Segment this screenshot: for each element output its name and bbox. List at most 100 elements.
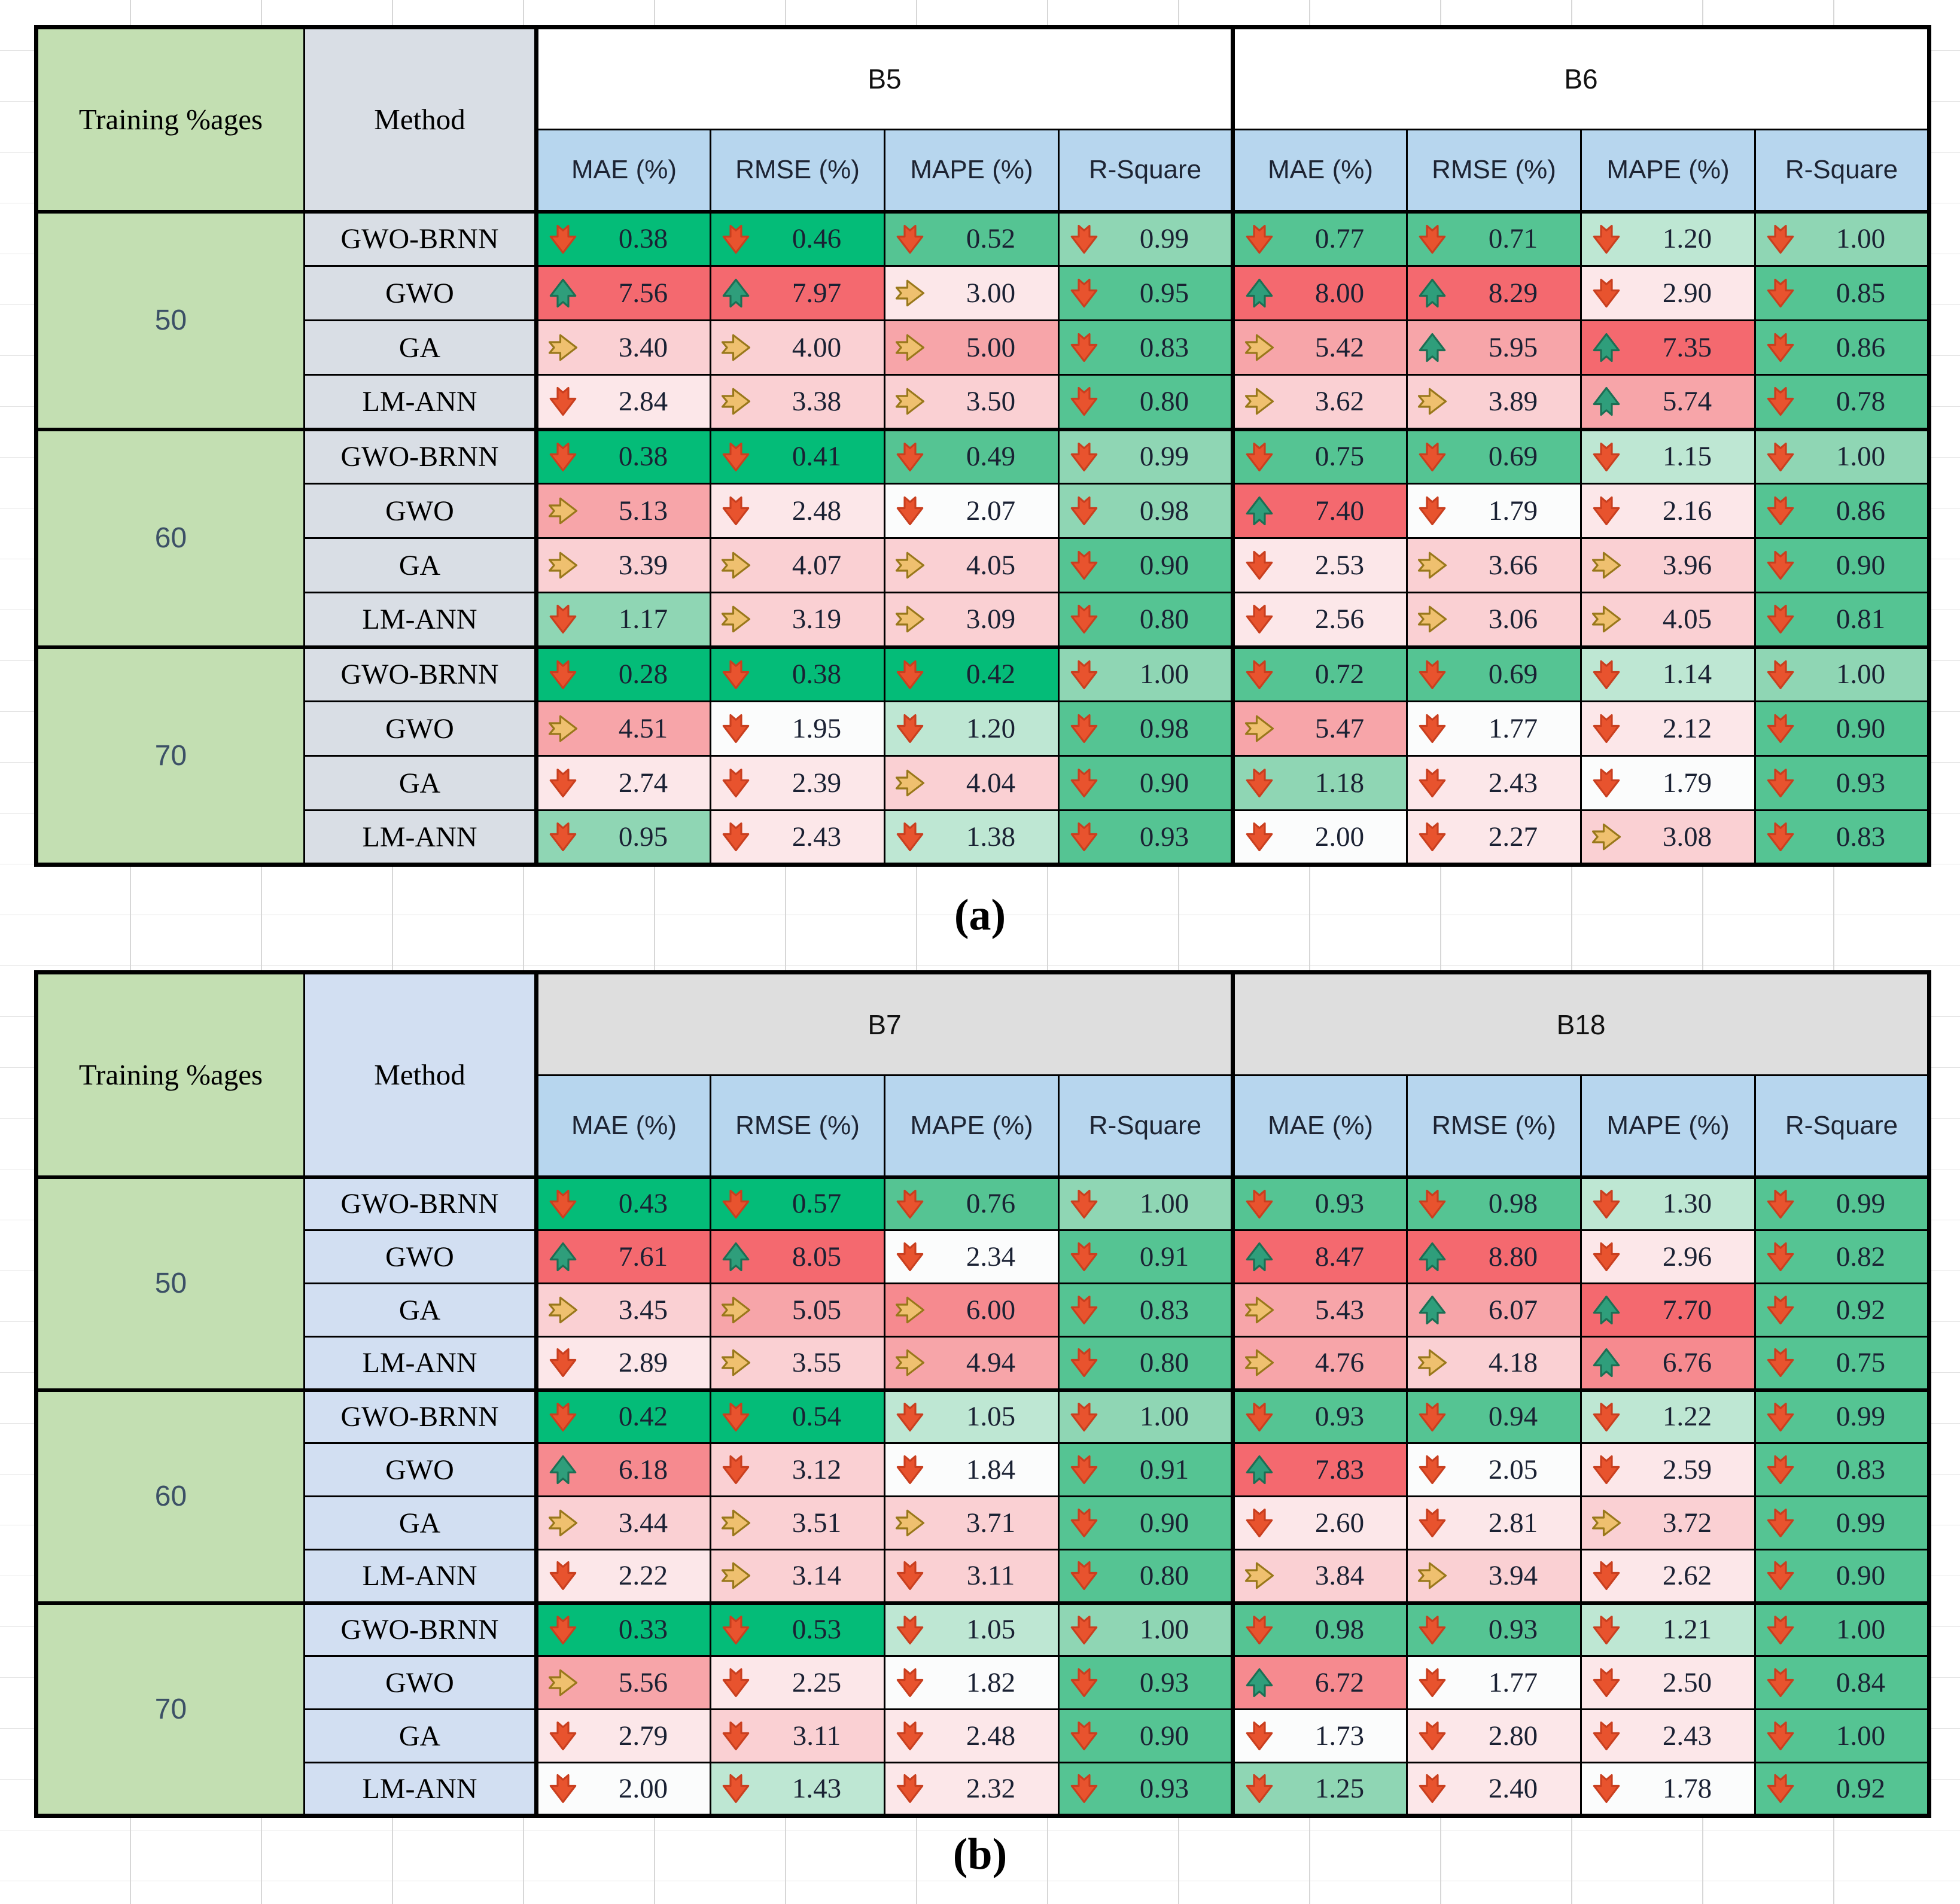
trend-right-icon (548, 1669, 578, 1696)
cell-value: 0.93 (1139, 1667, 1189, 1698)
cell-value: 0.28 (618, 659, 668, 690)
cell-value: 0.90 (1139, 1507, 1189, 1539)
trend-down-icon (896, 1455, 924, 1485)
metric-cell: 4.51 (534, 700, 711, 757)
cell-value: 6.07 (1488, 1294, 1538, 1326)
trend-down-icon (1419, 442, 1446, 471)
metric-cell: 3.71 (884, 1495, 1060, 1550)
metric-column-header: RMSE (%) (710, 129, 885, 212)
trend-down-icon (1767, 496, 1794, 526)
metric-cell: 0.93 (1754, 755, 1930, 811)
metric-cell: 0.72 (1231, 645, 1408, 702)
method-cell: GA (303, 319, 537, 376)
cell-value: 0.93 (1314, 1188, 1365, 1220)
metric-cell: 0.83 (1058, 1282, 1234, 1338)
trend-up-icon (549, 278, 577, 308)
metric-cell: 3.51 (710, 1495, 885, 1550)
metric-cell: 2.07 (884, 483, 1060, 539)
trend-down-icon (1070, 1242, 1098, 1272)
trend-right-icon (721, 388, 751, 415)
cell-value: 2.43 (1662, 1720, 1712, 1751)
trend-right-icon (721, 1296, 751, 1324)
trend-up-icon (1246, 278, 1273, 308)
trend-down-icon (1070, 278, 1098, 308)
metric-cell: 5.56 (534, 1655, 711, 1710)
metric-cell: 2.43 (710, 809, 885, 866)
metric-cell: 3.12 (710, 1442, 885, 1497)
method-cell: LM-ANN (303, 1336, 537, 1391)
metric-cell: 7.40 (1231, 483, 1408, 539)
metric-cell: 2.74 (534, 755, 711, 811)
metric-cell: 2.59 (1580, 1442, 1756, 1497)
cell-value: 2.27 (1488, 821, 1538, 852)
cell-value: 3.55 (792, 1346, 842, 1378)
cell-value: 0.95 (618, 821, 668, 852)
cell-value: 3.19 (792, 603, 842, 635)
cell-value: 1.00 (1139, 1188, 1189, 1220)
cell-value: 3.44 (618, 1507, 668, 1539)
metric-cell: 2.89 (534, 1336, 711, 1391)
cell-value: 0.86 (1836, 331, 1886, 363)
cell-value: 1.25 (1314, 1772, 1365, 1804)
trend-down-icon (1767, 1402, 1794, 1431)
cell-value: 0.99 (1836, 1507, 1886, 1539)
cell-value: 2.48 (792, 495, 842, 526)
cell-value: 2.16 (1662, 495, 1712, 526)
metric-column-header: MAE (%) (534, 129, 711, 212)
cell-value: 0.90 (1139, 549, 1189, 581)
trend-up-icon (722, 1242, 750, 1272)
trend-down-icon (549, 1721, 577, 1751)
method-cell: GWO-BRNN (303, 645, 537, 702)
metric-cell: 0.90 (1754, 700, 1930, 757)
trend-down-icon (549, 1348, 577, 1378)
cell-value: 2.07 (966, 495, 1016, 526)
cell-value: 3.11 (792, 1720, 841, 1751)
metric-cell: 2.12 (1580, 700, 1756, 757)
cell-value: 0.42 (618, 1401, 668, 1433)
metric-cell: 2.27 (1406, 809, 1582, 866)
method-cell: LM-ANN (303, 1762, 537, 1817)
metric-cell: 0.95 (534, 809, 711, 866)
metric-cell: 0.41 (710, 427, 885, 485)
metric-cell: 8.29 (1406, 265, 1582, 321)
metric-cell: 2.84 (534, 374, 711, 430)
trend-down-icon (1593, 1189, 1620, 1218)
cell-value: 1.77 (1488, 1667, 1538, 1698)
trend-down-icon (1593, 1668, 1620, 1698)
cell-value: 6.18 (618, 1454, 668, 1485)
cell-value: 0.75 (1314, 441, 1365, 473)
trend-down-icon (549, 1615, 577, 1644)
trend-down-icon (549, 1561, 577, 1591)
trend-down-icon (722, 1189, 750, 1218)
training-column-header: Training %ages (35, 26, 305, 212)
method-cell: LM-ANN (303, 592, 537, 648)
metric-cell: 2.40 (1406, 1762, 1582, 1817)
cell-value: 3.89 (1488, 385, 1538, 417)
trend-down-icon (1593, 1402, 1620, 1431)
metric-cell: 5.74 (1580, 374, 1756, 430)
cell-value: 0.72 (1314, 659, 1365, 690)
trend-down-icon (722, 768, 750, 798)
metric-cell: 3.40 (534, 319, 711, 376)
trend-down-icon (1246, 1615, 1273, 1644)
trend-down-icon (896, 224, 924, 254)
metric-cell: 0.80 (1058, 592, 1234, 648)
trend-down-icon (1767, 550, 1794, 580)
training-group-cell: 70 (35, 645, 305, 866)
cell-value: 1.20 (966, 712, 1016, 744)
cell-value: 3.11 (966, 1559, 1015, 1591)
cell-value: 8.29 (1488, 277, 1538, 309)
metric-cell: 3.45 (534, 1282, 711, 1338)
cell-value: 1.79 (1488, 495, 1538, 526)
metric-cell: 0.69 (1406, 645, 1582, 702)
trend-down-icon (1246, 550, 1273, 580)
trend-up-icon (549, 1455, 577, 1485)
metric-cell: 6.72 (1231, 1655, 1408, 1710)
cell-value: 2.25 (792, 1667, 842, 1698)
metric-cell: 4.05 (1580, 592, 1756, 648)
cell-value: 4.04 (966, 767, 1016, 799)
trend-down-icon (549, 1189, 577, 1218)
trend-down-icon (722, 1668, 750, 1698)
metric-cell: 0.38 (534, 209, 711, 267)
trend-right-icon (1244, 1296, 1274, 1324)
